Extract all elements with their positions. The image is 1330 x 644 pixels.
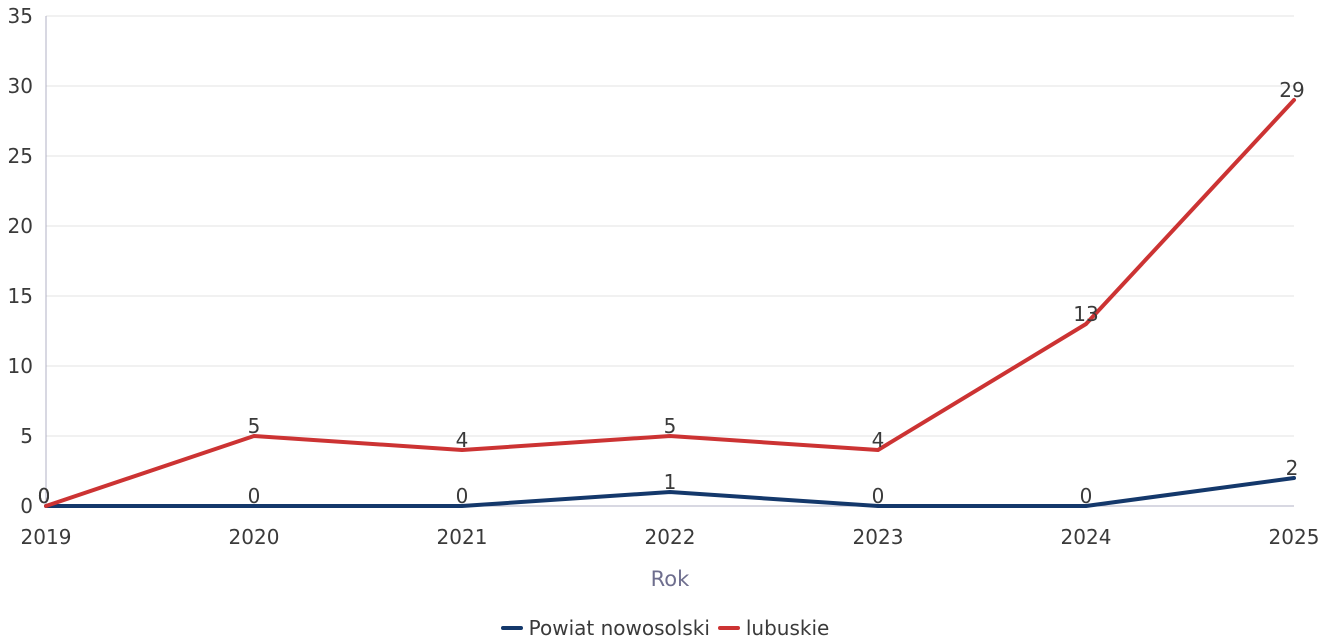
- y-tick-label: 10: [8, 354, 33, 378]
- data-label: 0: [456, 484, 469, 508]
- x-tick-label: 2019: [21, 525, 72, 549]
- data-label: 0: [38, 484, 51, 508]
- data-point: [1085, 505, 1087, 507]
- data-point: [45, 505, 47, 507]
- y-tick-label: 5: [20, 424, 33, 448]
- x-tick-label: 2021: [437, 525, 488, 549]
- y-axis-ticks: 0 5 10 15 20 25 30 35: [8, 4, 33, 518]
- data-label: 0: [38, 484, 51, 508]
- data-point: [669, 491, 671, 493]
- series-line-1: [44, 98, 1296, 508]
- y-tick-label: 35: [8, 4, 33, 28]
- data-label: 2: [1286, 456, 1299, 480]
- data-label: 1: [664, 470, 677, 494]
- data-label: 4: [456, 428, 469, 452]
- data-label: 29: [1279, 78, 1304, 102]
- x-axis-ticks: 2019 2020 2021 2022 2023 2024 2025: [21, 525, 1320, 549]
- x-tick-label: 2025: [1269, 525, 1320, 549]
- data-point: [1293, 99, 1295, 101]
- legend-swatch: [717, 626, 740, 630]
- data-point: [1293, 477, 1295, 479]
- y-tick-label: 25: [8, 144, 33, 168]
- data-label: 5: [248, 414, 261, 438]
- data-point: [669, 435, 671, 437]
- y-tick-label: 20: [8, 214, 33, 238]
- data-label: 13: [1073, 302, 1098, 326]
- legend-item[interactable]: lubuskie: [717, 616, 830, 640]
- x-tick-label: 2024: [1061, 525, 1112, 549]
- legend-swatch: [500, 626, 523, 630]
- x-tick-label: 2022: [645, 525, 696, 549]
- data-label: 0: [1080, 484, 1093, 508]
- x-tick-label: 2020: [229, 525, 280, 549]
- data-point: [461, 449, 463, 451]
- data-label: 0: [872, 484, 885, 508]
- data-point: [877, 449, 879, 451]
- gridlines: [46, 15, 1294, 437]
- data-point: [1085, 323, 1087, 325]
- data-point: [877, 505, 879, 507]
- legend-item[interactable]: Powiat nowosolski: [500, 616, 710, 640]
- legend-label: lubuskie: [745, 616, 830, 640]
- x-tick-label: 2023: [853, 525, 904, 549]
- y-tick-label: 30: [8, 74, 33, 98]
- y-tick-label: 15: [8, 284, 33, 308]
- data-point: [253, 505, 255, 507]
- legend: Powiat nowosolski lubuskie: [0, 616, 1330, 640]
- series-lines: [44, 98, 1296, 508]
- data-label: 5: [664, 414, 677, 438]
- y-tick-label: 0: [20, 494, 33, 518]
- legend-label: Powiat nowosolski: [528, 616, 710, 640]
- data-point: [253, 435, 255, 437]
- data-label: 0: [248, 484, 261, 508]
- x-axis-title: Rok: [651, 567, 690, 591]
- data-point: [461, 505, 463, 507]
- data-label: 4: [872, 428, 885, 452]
